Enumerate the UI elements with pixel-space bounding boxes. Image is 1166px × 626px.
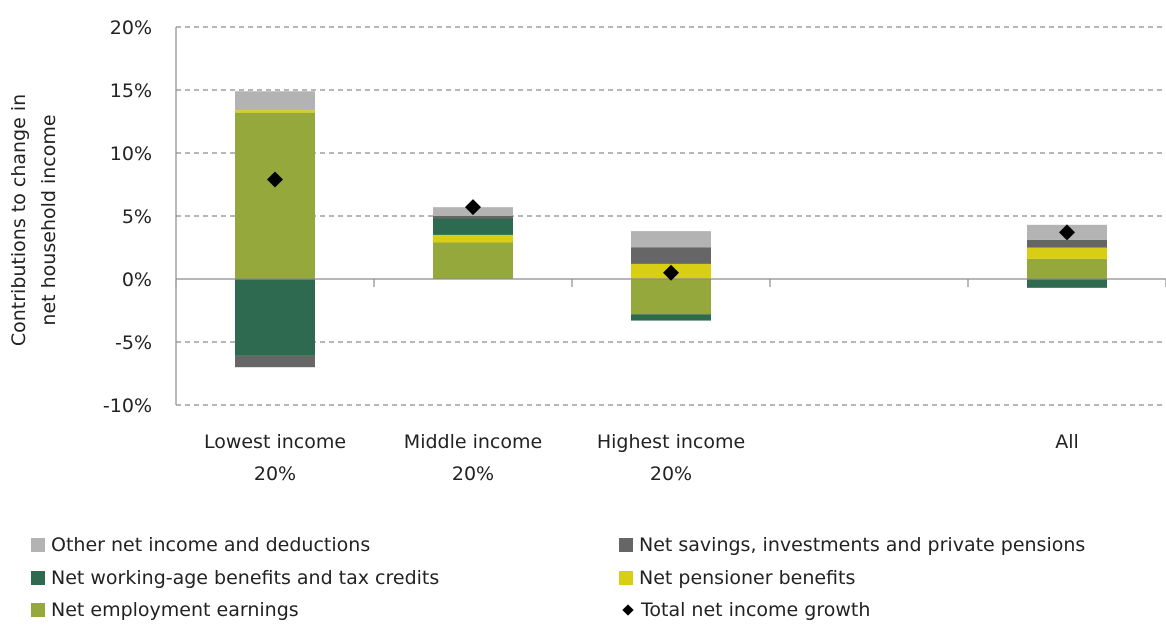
bar-segment xyxy=(1027,247,1107,259)
bar-segment xyxy=(631,314,711,321)
bar-segment xyxy=(1027,258,1107,279)
y-axis-label-line: Contributions to change in xyxy=(8,94,30,346)
y-axis-label: Contributions to change in net household … xyxy=(8,94,60,346)
x-category-label: All xyxy=(1055,431,1079,453)
bar-segment xyxy=(1027,279,1107,288)
bar-segment xyxy=(235,355,315,368)
total-marker xyxy=(465,199,481,216)
x-category-label: Highest income xyxy=(597,431,745,453)
y-axis-label-line: net household income xyxy=(38,114,60,325)
bar-segment xyxy=(235,91,315,111)
x-category-label: Lowest income xyxy=(204,431,346,453)
bar-segment xyxy=(433,216,513,219)
y-tick-label: -5% xyxy=(115,332,152,354)
bar-segment xyxy=(235,112,315,280)
y-tick-label: 5% xyxy=(122,206,152,228)
bar-segment xyxy=(235,110,315,113)
gridlines xyxy=(176,26,1166,406)
x-category-label: Middle income xyxy=(404,431,542,453)
total-marker xyxy=(267,171,283,188)
bar-segment xyxy=(235,279,315,356)
bar-segment xyxy=(631,247,711,264)
bar-segment xyxy=(631,231,711,248)
x-category-label: 20% xyxy=(452,463,494,485)
y-tick-label: 10% xyxy=(110,143,152,165)
y-tick-label: 0% xyxy=(122,269,152,291)
bar-segment xyxy=(433,234,513,243)
x-category-label: 20% xyxy=(254,463,296,485)
bar-segment xyxy=(433,242,513,279)
total-marker xyxy=(663,264,679,281)
x-category-label: 20% xyxy=(650,463,692,485)
total-marker xyxy=(1059,224,1075,241)
y-tick-label: 15% xyxy=(110,80,152,102)
bars xyxy=(235,91,1107,368)
total-markers xyxy=(267,171,1075,281)
y-axis: -10% -5% 0% 5% 10% 15% 20% xyxy=(103,17,177,417)
bar-segment xyxy=(1027,239,1107,248)
x-axis: Lowest income 20% Middle income 20% Highest … xyxy=(175,278,1166,485)
y-tick-label: -10% xyxy=(103,395,152,417)
y-tick-label: 20% xyxy=(110,17,152,39)
bar-segment xyxy=(631,279,711,315)
bar-segment xyxy=(433,218,513,235)
